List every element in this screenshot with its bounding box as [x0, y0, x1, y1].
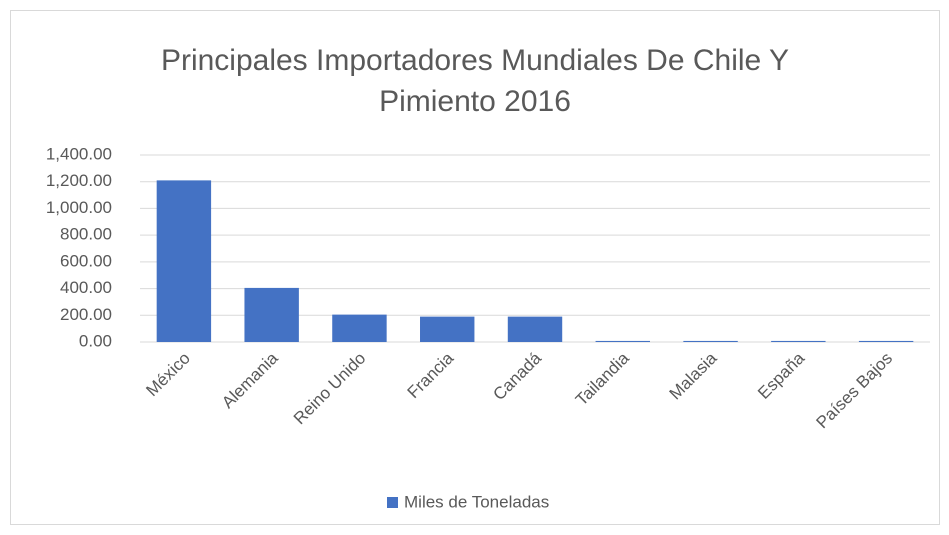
y-tick-label: 800.00: [60, 225, 112, 244]
y-tick-label: 400.00: [60, 278, 112, 297]
y-tick-label: 0.00: [79, 331, 112, 350]
y-tick-label: 1,000.00: [46, 198, 112, 217]
bar: [507, 316, 563, 342]
bar: [244, 287, 299, 342]
legend-label: Miles de Toneladas: [404, 492, 549, 511]
y-tick-label: 600.00: [60, 251, 112, 270]
y-tick-label: 1,400.00: [46, 144, 112, 163]
chart-title: Principales Importadores Mundiales De Ch…: [160, 44, 790, 118]
bar: [332, 314, 387, 342]
bar: [595, 340, 650, 342]
legend-swatch: [387, 497, 398, 508]
bar: [771, 340, 826, 342]
bar: [420, 316, 475, 342]
y-tick-label: 1,200.00: [46, 171, 112, 190]
bar: [858, 340, 914, 342]
bar: [156, 180, 212, 342]
bar: [683, 340, 738, 342]
y-tick-label: 200.00: [60, 305, 112, 324]
